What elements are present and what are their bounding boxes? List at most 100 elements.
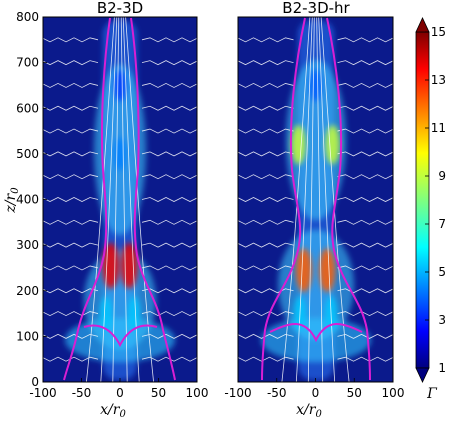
- streamline: [316, 17, 324, 382]
- field-line: [43, 311, 99, 317]
- panel-title: B2-3D: [97, 0, 143, 17]
- field-line: [337, 356, 393, 362]
- y-tick-label: 500: [16, 147, 39, 161]
- field-line: [238, 265, 294, 271]
- colorbar-max-extension: [415, 17, 430, 33]
- x-ticks: -100 -50 0 50 100: [29, 378, 208, 400]
- field-line: [141, 242, 197, 248]
- field-line: [337, 105, 393, 111]
- field-line: [337, 311, 393, 317]
- field-line: [238, 197, 294, 202]
- gamma-peak: [309, 69, 322, 102]
- x-tick-label: -50: [72, 386, 92, 400]
- field-line: [141, 151, 197, 157]
- gamma-peak: [114, 69, 126, 102]
- x-tick-label: -50: [267, 386, 287, 400]
- x-tick-label: -100: [224, 386, 251, 400]
- streamline: [125, 17, 154, 382]
- streamline: [307, 17, 315, 382]
- streamlines: [43, 17, 197, 382]
- field-line: [43, 197, 99, 202]
- gamma-field: [43, 17, 197, 382]
- field-line: [43, 82, 99, 88]
- field-line: [337, 265, 393, 271]
- colorbar-tick-label: 1: [438, 361, 446, 375]
- colorbar-tick-label: 5: [438, 265, 446, 279]
- gamma-peak: [295, 248, 313, 293]
- field-line: [337, 174, 393, 180]
- x-tick-label: 50: [347, 386, 362, 400]
- field-line: [337, 288, 393, 294]
- jet-boundary: [261, 17, 371, 381]
- field-line: [337, 37, 393, 43]
- field-line: [43, 288, 99, 294]
- field-line: [43, 174, 99, 180]
- field-line: [337, 82, 393, 88]
- streamline: [100, 17, 118, 382]
- colorbar-tick-label: 9: [438, 169, 446, 183]
- field-line: [238, 333, 294, 339]
- field-line: [337, 219, 393, 225]
- field-line: [141, 265, 197, 271]
- field-line: [337, 151, 393, 157]
- field-line: [141, 37, 197, 43]
- field-line: [238, 311, 294, 317]
- panel-b2-3d: B2-3D -100 -50 0 50 100 0 100 200 300 400 500 600 7…: [3, 0, 208, 420]
- colorbar-scale: [415, 31, 430, 369]
- field-line: [43, 105, 99, 111]
- colorbar-min-extension: [415, 367, 430, 383]
- x-tick-label: -100: [29, 386, 56, 400]
- gamma-field: [238, 17, 393, 382]
- y-tick-label: 700: [16, 56, 39, 70]
- x-tick-label: 50: [151, 386, 166, 400]
- field-line: [43, 37, 99, 43]
- field-line: [141, 219, 197, 225]
- colorbar-tick-label: 7: [438, 217, 446, 231]
- gamma-peak: [99, 296, 113, 331]
- panel-b2-3d-hr: B2-3D-hr -100 -50 0 50 100 x/r0: [224, 0, 404, 420]
- gamma-peak: [318, 248, 336, 293]
- field-line: [43, 128, 99, 134]
- field-line: [238, 219, 294, 225]
- x-tick-label: 100: [186, 386, 209, 400]
- y-tick-label: 100: [16, 329, 39, 343]
- field-line: [238, 288, 294, 294]
- base-fan: [65, 318, 175, 362]
- field-line: [238, 128, 294, 134]
- field-line: [337, 242, 393, 248]
- jet-boundary: [63, 17, 176, 381]
- y-tick-label: 300: [16, 238, 39, 252]
- field-line: [238, 37, 294, 43]
- field-line: [238, 242, 294, 248]
- x-ticks: -100 -50 0 50 100: [224, 378, 404, 400]
- y-tick-label: 600: [16, 101, 39, 115]
- field-line: [141, 174, 197, 180]
- colorbar-tick-label: 13: [431, 73, 446, 87]
- field-line: [43, 333, 99, 339]
- x-tick-label: 100: [382, 386, 405, 400]
- field-line: [337, 197, 393, 202]
- field-line: [141, 333, 197, 339]
- field-line: [141, 105, 197, 111]
- lobe-upper: [286, 60, 346, 220]
- y-tick-label: 400: [16, 193, 39, 207]
- x-tick-label: 0: [116, 386, 124, 400]
- y-tick-label: 800: [16, 10, 39, 24]
- field-line: [238, 151, 294, 157]
- field-line: [43, 242, 99, 248]
- streamline: [295, 17, 313, 382]
- field-line: [337, 128, 393, 134]
- field-line: [43, 151, 99, 157]
- y-ticks: 0 100 200 300 400 500 600 700 800: [16, 10, 47, 389]
- field-line: [337, 60, 393, 66]
- streamline: [318, 17, 336, 382]
- field-line: [43, 60, 99, 66]
- field-line: [238, 60, 294, 66]
- panel-title: B2-3D-hr: [282, 0, 350, 17]
- streamline: [86, 17, 115, 382]
- y-axis-label: z/r0: [3, 187, 21, 214]
- y-tick-label: 0: [31, 375, 39, 389]
